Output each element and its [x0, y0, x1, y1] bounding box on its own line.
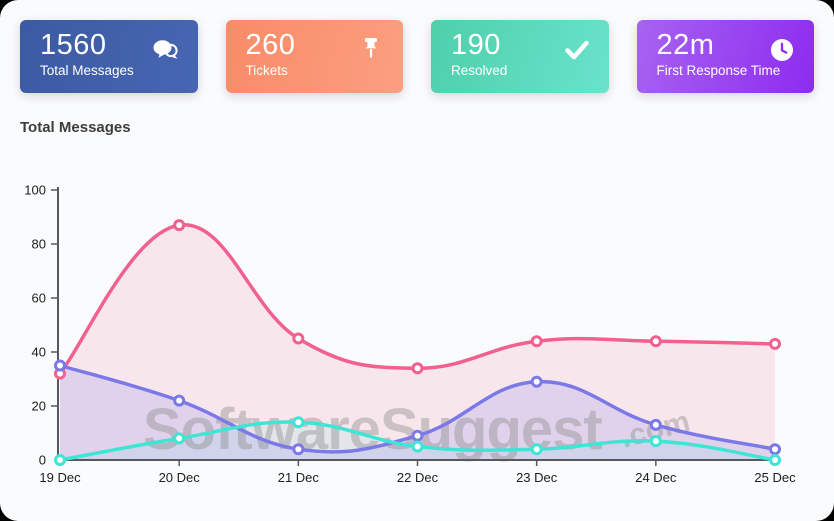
stat-card-first-response-time: 22m First Response Time — [636, 20, 814, 93]
y-tick-label: 0 — [39, 453, 46, 468]
point-pink[interactable] — [292, 332, 305, 345]
line-pink — [58, 223, 777, 376]
point-purple[interactable] — [530, 375, 543, 388]
stat-card-tickets: 260 Tickets — [225, 20, 403, 93]
stat-card-total-messages: 1560 Total Messages — [20, 20, 198, 93]
x-tick-label: 25 Dec — [754, 470, 796, 485]
area-pink — [60, 224, 775, 460]
x-tick-label: 21 Dec — [278, 470, 320, 485]
y-tick-label: 80 — [32, 237, 46, 252]
point-teal[interactable] — [54, 454, 66, 466]
y-tick-label: 100 — [24, 183, 46, 198]
area-purple — [60, 365, 775, 460]
point-purple[interactable] — [292, 443, 305, 456]
check-icon — [563, 36, 591, 64]
x-tick-label: 23 Dec — [516, 470, 558, 485]
x-tick-label: 19 Dec — [39, 470, 81, 485]
stat-label: Resolved — [451, 63, 508, 78]
point-pink[interactable] — [411, 362, 424, 375]
x-tick-label: 24 Dec — [635, 470, 677, 485]
point-purple[interactable] — [769, 443, 781, 456]
stat-cards: 1560 Total Messages 260 Tickets — [20, 20, 814, 93]
stat-label: Total Messages — [40, 63, 134, 78]
stat-value: 1560 — [40, 29, 107, 61]
point-teal[interactable] — [769, 454, 781, 466]
point-teal[interactable] — [292, 416, 305, 429]
point-purple[interactable] — [173, 394, 186, 407]
point-teal[interactable] — [649, 435, 662, 448]
point-purple[interactable] — [649, 418, 662, 431]
y-tick-label: 20 — [32, 399, 46, 414]
point-pink[interactable] — [173, 219, 186, 232]
point-purple[interactable] — [411, 429, 424, 442]
chat-icon — [152, 36, 180, 64]
stat-value: 22m — [656, 29, 715, 61]
point-purple[interactable] — [54, 359, 66, 372]
point-pink[interactable] — [769, 337, 781, 350]
stat-label: First Response Time — [656, 63, 781, 78]
clock-icon — [768, 36, 796, 64]
stat-label: Tickets — [245, 63, 288, 78]
point-pink[interactable] — [530, 335, 543, 348]
y-tick-label: 60 — [32, 291, 46, 306]
stat-value: 190 — [451, 29, 501, 61]
point-teal[interactable] — [530, 443, 543, 456]
area-teal — [60, 422, 775, 460]
chart-title: Total Messages — [20, 119, 131, 136]
x-tick-label: 20 Dec — [159, 470, 201, 485]
point-teal[interactable] — [173, 432, 186, 445]
x-tick-label: 22 Dec — [397, 470, 439, 485]
stat-value: 260 — [245, 29, 296, 61]
y-tick-label: 40 — [32, 345, 46, 360]
point-teal[interactable] — [411, 440, 424, 453]
pushpin-icon — [357, 36, 385, 64]
stat-card-resolved: 190 Resolved — [431, 20, 609, 93]
point-pink[interactable] — [649, 335, 662, 348]
